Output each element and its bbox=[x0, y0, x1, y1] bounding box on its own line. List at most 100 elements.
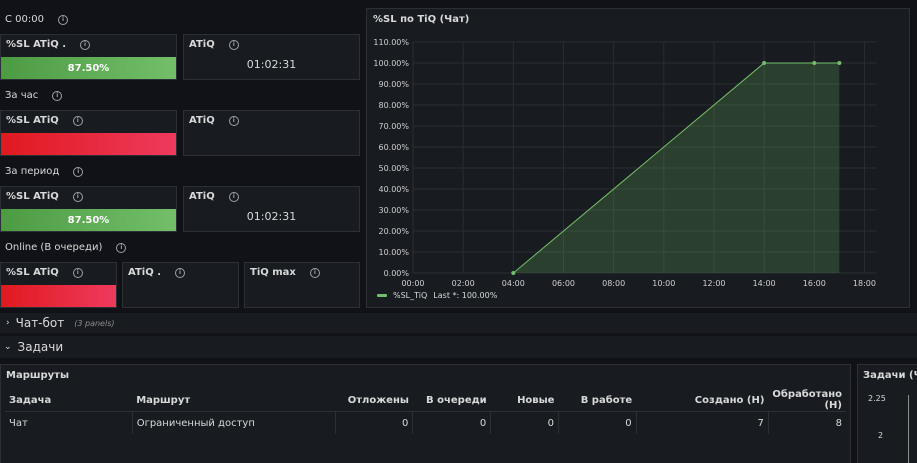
legend-last-value: Last *: 100.00% bbox=[433, 291, 498, 300]
y-tick-label: 70.00% bbox=[378, 122, 409, 131]
x-tick-label: 02:00 bbox=[452, 279, 475, 288]
row-title: Задачи bbox=[17, 340, 64, 354]
sl-value-bar: 87.50% bbox=[1, 57, 176, 79]
column-header[interactable]: Маршрут bbox=[132, 389, 336, 412]
series-line bbox=[513, 62, 840, 274]
column-header[interactable]: Создано (Н) bbox=[636, 389, 769, 412]
info-icon[interactable]: i bbox=[52, 90, 63, 101]
group-title-label: Online (В очереди) bbox=[5, 242, 103, 253]
x-tick-label: 12:00 bbox=[702, 279, 725, 288]
panel-title: ATiQ bbox=[189, 39, 215, 50]
panel-title: ATiQ bbox=[189, 191, 215, 202]
routes-title: Маршруты bbox=[6, 370, 69, 381]
atiq-panel-period: ATiQ i 01:02:31 bbox=[183, 186, 360, 232]
table-cell: 8 bbox=[835, 417, 842, 429]
chevron-down-icon: ⌄ bbox=[4, 342, 12, 352]
panel-title: %SL ATiQ bbox=[6, 267, 59, 278]
y-tick-label: 2 bbox=[878, 431, 884, 440]
series-area bbox=[513, 63, 840, 273]
info-icon[interactable]: i bbox=[116, 242, 127, 253]
info-icon[interactable]: i bbox=[228, 191, 239, 202]
table-cell: 0 bbox=[558, 411, 637, 434]
column-header[interactable]: В работе bbox=[558, 389, 637, 412]
legend-series-name: %SL_TiQ bbox=[393, 291, 428, 300]
y-tick-label: 30.00% bbox=[378, 206, 409, 215]
atiq-value: 01:02:31 bbox=[246, 58, 297, 71]
x-tick-label: 08:00 bbox=[602, 279, 625, 288]
x-tick-label: 16:00 bbox=[803, 279, 826, 288]
x-tick-label: 00:00 bbox=[401, 279, 424, 288]
table-cell: Чат bbox=[5, 411, 133, 434]
info-icon[interactable]: i bbox=[228, 115, 239, 126]
x-tick-label: 06:00 bbox=[552, 279, 575, 288]
info-icon[interactable]: i bbox=[309, 267, 320, 278]
info-icon[interactable]: i bbox=[72, 115, 83, 126]
table-row: Чат Ограниченный доступ 0 0 0 0 7 8 bbox=[5, 411, 846, 434]
y-tick-label: 110.00% bbox=[373, 38, 409, 47]
chevron-right-icon: › bbox=[6, 318, 10, 328]
column-header[interactable]: Отложены bbox=[335, 389, 413, 412]
table-cell: 0 bbox=[335, 411, 414, 434]
y-tick-label: 10.00% bbox=[378, 248, 409, 257]
y-tick-label: 2.25 bbox=[868, 394, 886, 403]
data-point bbox=[837, 61, 842, 65]
table-cell: 0 bbox=[412, 411, 492, 434]
x-tick-label: 18:00 bbox=[853, 279, 876, 288]
routes-table-wrap: Задача Маршрут Отложены В очереди Новые … bbox=[5, 389, 846, 434]
sl-value-bar bbox=[1, 285, 116, 307]
y-tick-label: 50.00% bbox=[378, 164, 409, 173]
y-tick-label: 80.00% bbox=[378, 101, 409, 110]
y-tick-label: 20.00% bbox=[378, 227, 409, 236]
column-header[interactable]: В очереди bbox=[412, 389, 491, 412]
row-title: Чат-бот bbox=[15, 316, 65, 330]
sl-value-bar bbox=[1, 133, 176, 155]
tasks-chat-title: Задачи (Чат bbox=[863, 370, 917, 381]
group-title-label: За период bbox=[5, 166, 60, 177]
atiq-panel-since-midnight: ATiQ i 01:02:31 bbox=[183, 34, 360, 80]
group-title-label: За час bbox=[5, 90, 39, 101]
chatbot-row-header[interactable]: › Чат-бот (3 panels) bbox=[0, 313, 917, 333]
info-icon[interactable]: i bbox=[73, 166, 84, 177]
info-icon[interactable]: i bbox=[72, 191, 83, 202]
info-icon[interactable]: i bbox=[72, 267, 83, 278]
sl-tiq-chart-panel: %SL по TiQ (Чат) 0.00% 10.00% 20.00% 30.00%… bbox=[366, 8, 910, 308]
x-tick-label: 10:00 bbox=[652, 279, 675, 288]
legend-swatch bbox=[377, 294, 387, 297]
info-icon[interactable]: i bbox=[57, 14, 68, 25]
data-point bbox=[762, 61, 767, 65]
panel-title: %SL ATiQ bbox=[6, 191, 59, 202]
y-tick-label: 100.00% bbox=[373, 59, 409, 68]
chart-title: %SL по TiQ (Чат) bbox=[373, 14, 470, 25]
table-cell: Ограниченный доступ bbox=[132, 411, 336, 434]
online-tiq-max-panel: TiQ max i bbox=[244, 262, 360, 308]
online-atiq-panel: ATiQ . i bbox=[122, 262, 239, 308]
online-sl-atiq-panel: %SL ATiQ i bbox=[0, 262, 117, 308]
x-tick-label: 14:00 bbox=[753, 279, 776, 288]
sl-tiq-chart: 0.00% 10.00% 20.00% 30.00% 40.00% 50.00% 60.00… bbox=[373, 38, 877, 288]
sl-value-bar: 87.50% bbox=[1, 209, 176, 231]
panel-title: ATiQ bbox=[189, 115, 215, 126]
atiq-panel-hour: ATiQ i bbox=[183, 110, 360, 156]
panel-title: %SL ATiQ bbox=[6, 115, 59, 126]
y-tick-label: 40.00% bbox=[378, 185, 409, 194]
panel-title: %SL ATiQ . bbox=[6, 39, 67, 50]
info-icon[interactable]: i bbox=[80, 39, 91, 50]
info-icon[interactable]: i bbox=[228, 39, 239, 50]
group-title-since-midnight: С 00:00 i bbox=[5, 14, 68, 25]
column-header[interactable]: Обработано (Н) bbox=[768, 389, 846, 412]
tasks-row-header[interactable]: ⌄ Задачи bbox=[0, 336, 917, 358]
chart-legend[interactable]: %SL_TiQ Last *: 100.00% bbox=[377, 291, 497, 300]
panel-title: TiQ max bbox=[250, 267, 296, 278]
data-point bbox=[511, 271, 516, 275]
table-cell: 0 bbox=[490, 411, 559, 434]
column-header[interactable]: Задача bbox=[5, 389, 133, 412]
y-tick-label: 60.00% bbox=[378, 143, 409, 152]
table-header-row: Задача Маршрут Отложены В очереди Новые … bbox=[5, 389, 846, 412]
group-title-hour: За час i bbox=[5, 90, 63, 101]
panel-title: ATiQ . bbox=[128, 267, 161, 278]
sl-atiq-panel-period: %SL ATiQ i 87.50% bbox=[0, 186, 177, 232]
column-header[interactable]: Новые bbox=[490, 389, 559, 412]
routes-table: Задача Маршрут Отложены В очереди Новые … bbox=[5, 389, 846, 434]
data-point bbox=[812, 61, 817, 65]
info-icon[interactable]: i bbox=[175, 267, 185, 278]
